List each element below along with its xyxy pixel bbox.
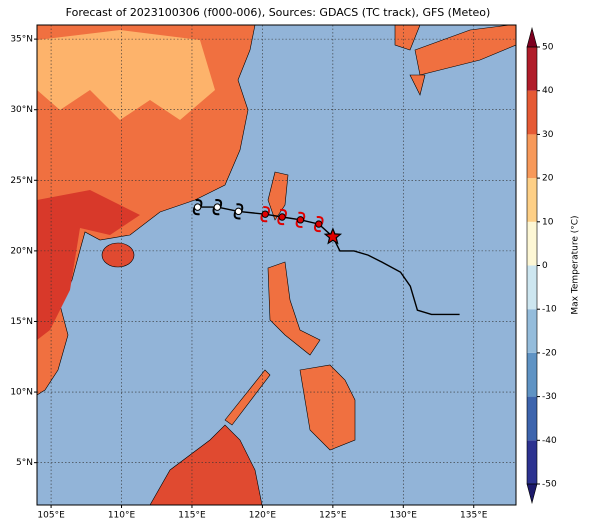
colorbar-tick-label: 50	[542, 43, 554, 53]
colorbar-over	[526, 26, 538, 48]
storm-center	[278, 213, 286, 221]
palawan	[224, 369, 271, 426]
colorbar-tick-label: 0	[542, 261, 548, 271]
borneo	[149, 424, 263, 505]
taiwan	[267, 171, 289, 221]
colorbar-band	[527, 396, 537, 441]
x-tick-label: 130°E	[390, 511, 418, 521]
x-tick-label: 115°E	[178, 511, 206, 521]
y-tick-label: 5°N	[16, 458, 33, 468]
colorbar-band	[527, 47, 537, 91]
colorbar-band	[527, 265, 537, 310]
storm-center	[213, 203, 222, 211]
storm-center	[261, 210, 269, 218]
colorbar-band	[527, 352, 537, 397]
x-tick-label: 105°E	[37, 511, 65, 521]
colorbar-tick-label: 40	[542, 86, 554, 96]
colorbar-band	[527, 440, 537, 484]
kyushu	[409, 74, 426, 96]
luzon	[267, 261, 321, 356]
map-frame	[36, 24, 517, 506]
colorbar-tick-label: -20	[542, 348, 557, 358]
japan	[414, 25, 516, 76]
colorbar-band	[527, 221, 537, 266]
overlay	[37, 25, 516, 505]
track-line	[197, 206, 460, 316]
colorbar-band	[527, 178, 537, 222]
land	[37, 25, 516, 505]
y-tick-label: 30°N	[10, 105, 33, 115]
y-tick-label: 15°N	[10, 317, 33, 327]
y-tick-label: 20°N	[10, 246, 33, 256]
colorbar-band	[527, 134, 537, 179]
title: Forecast of 2023100306 (f000-006), Sourc…	[66, 6, 491, 19]
y-tick-label: 25°N	[10, 176, 33, 186]
colorbar-tick-label: -50	[542, 480, 557, 490]
colorbar-tick-label: -40	[542, 436, 557, 446]
storm-center	[296, 216, 305, 224]
hot-patch	[37, 190, 140, 340]
colorbar-tick-label: 10	[542, 217, 554, 227]
mindanao	[299, 364, 356, 451]
colorbar-label: Max Temperature (°C)	[571, 215, 581, 314]
colorbar-under	[526, 483, 538, 505]
hainan	[101, 242, 135, 268]
warm-patch	[37, 30, 215, 120]
china-vietnam	[37, 25, 256, 396]
colorbar-tick-label: 20	[542, 174, 554, 184]
colorbar-tick-label: -30	[542, 392, 557, 402]
colorbar-tick-label: 30	[542, 130, 554, 140]
x-tick-label: 125°E	[319, 511, 347, 521]
y-tick-label: 10°N	[10, 388, 33, 398]
storm-center	[234, 207, 243, 216]
y-tick-label: 35°N	[10, 35, 33, 45]
current-position	[323, 227, 343, 245]
x-tick-label: 110°E	[108, 511, 136, 521]
storm-center	[315, 220, 323, 228]
korea	[394, 25, 421, 51]
storm-center	[193, 203, 202, 211]
colorbar-tick-label: -10	[542, 305, 557, 315]
x-tick-label: 120°E	[249, 511, 277, 521]
colorbar-band	[527, 90, 537, 135]
colorbar-band	[527, 309, 537, 353]
x-tick-label: 135°E	[460, 511, 488, 521]
